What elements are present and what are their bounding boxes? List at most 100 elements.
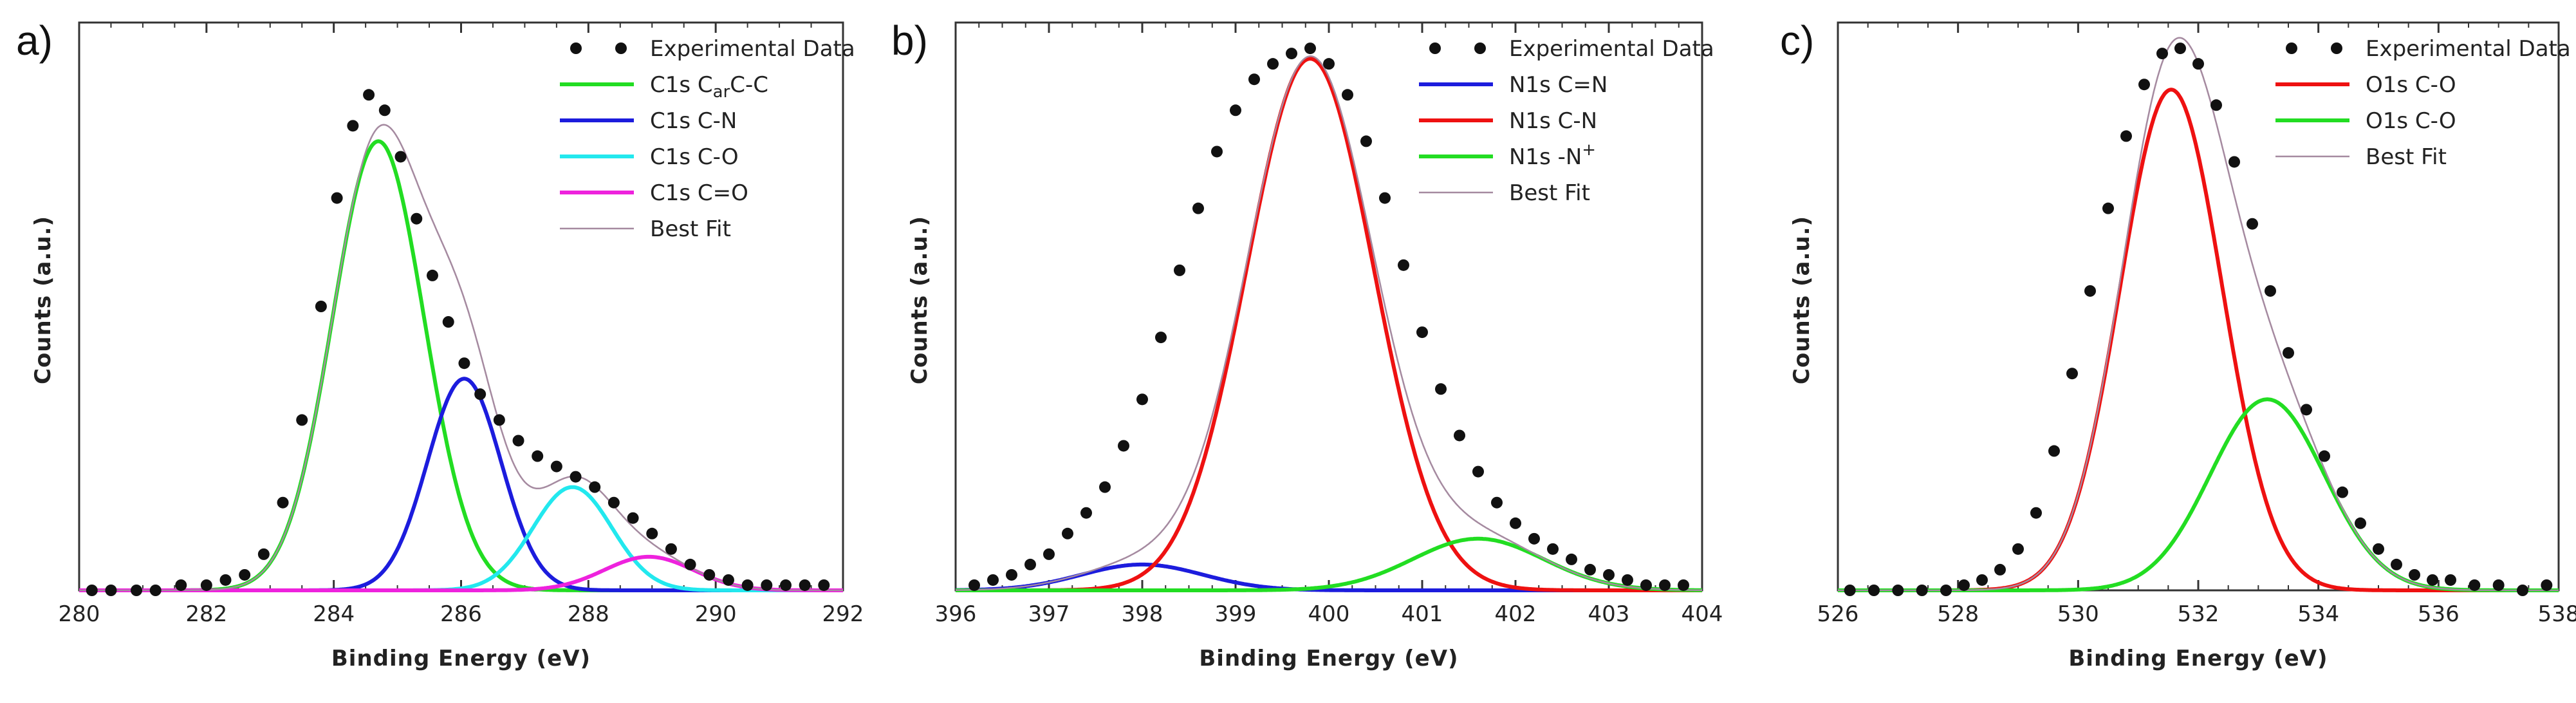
- legend-label: C1s CarC-C: [650, 72, 768, 102]
- legend-label: Experimental Data: [2366, 36, 2571, 62]
- data-point: [1547, 543, 1559, 555]
- data-point: [1155, 332, 1167, 344]
- data-point: [2229, 156, 2240, 168]
- legend-label: Best Fit: [1509, 180, 1590, 206]
- x-tick-label: 402: [1495, 601, 1537, 627]
- data-point: [1892, 585, 1904, 596]
- legend-label: N1s -N+: [1509, 140, 1596, 170]
- data-point: [1603, 568, 1615, 581]
- data-point: [1491, 496, 1503, 509]
- data-point: [2391, 558, 2402, 570]
- legend-marker-dot: [1429, 42, 1441, 54]
- data-point: [239, 568, 251, 581]
- data-point: [2427, 574, 2438, 586]
- data-point: [1454, 429, 1465, 442]
- data-point: [1379, 192, 1391, 204]
- best-fit-line: [956, 55, 1702, 592]
- data-point: [1868, 585, 1880, 596]
- x-tick-label: 403: [1588, 601, 1630, 627]
- data-point: [2541, 579, 2553, 591]
- data-point: [1678, 579, 1689, 591]
- legend-label: N1s C-N: [1509, 108, 1597, 134]
- data-point: [1958, 579, 1970, 591]
- data-point: [493, 414, 505, 426]
- data-point: [570, 471, 582, 483]
- data-point: [1398, 259, 1409, 271]
- data-point: [2210, 99, 2222, 111]
- legend-marker-dot: [2286, 42, 2297, 54]
- data-point: [550, 460, 562, 473]
- panel-letter: b): [891, 17, 928, 64]
- legend-label: C1s C-N: [650, 108, 737, 134]
- data-point: [296, 414, 308, 426]
- x-tick-label: 282: [185, 601, 227, 627]
- x-axis-label: Binding Energy (eV): [1199, 646, 1458, 671]
- data-point: [2337, 486, 2348, 498]
- legend-marker-dot: [615, 42, 627, 54]
- x-axis-label: Binding Energy (eV): [2068, 646, 2328, 671]
- x-tick-label: 399: [1215, 601, 1257, 627]
- x-tick-label: 400: [1308, 601, 1350, 627]
- legend-label: Experimental Data: [1509, 36, 1714, 62]
- legend-label: Best Fit: [650, 216, 731, 242]
- data-point: [2102, 202, 2114, 214]
- data-point: [2247, 218, 2258, 230]
- data-point: [2084, 285, 2096, 297]
- data-point: [1267, 58, 1279, 70]
- data-point: [987, 574, 999, 586]
- data-point: [1584, 563, 1596, 576]
- data-point: [1043, 548, 1055, 560]
- data-point: [2138, 79, 2150, 91]
- data-point: [512, 435, 524, 447]
- data-point: [2409, 568, 2420, 581]
- data-point: [2192, 58, 2204, 70]
- data-point: [2319, 450, 2330, 462]
- data-point: [799, 579, 811, 591]
- x-tick-label: 286: [440, 601, 482, 627]
- data-point: [1659, 579, 1671, 591]
- data-point: [2373, 543, 2384, 555]
- data-point: [1080, 507, 1092, 519]
- data-point: [818, 579, 830, 591]
- data-point: [149, 585, 162, 596]
- data-point: [1844, 585, 1856, 596]
- data-point: [2030, 507, 2042, 519]
- data-point: [2445, 574, 2456, 586]
- data-point: [646, 527, 658, 539]
- data-point: [1304, 42, 1316, 55]
- data-point: [1360, 135, 1372, 147]
- data-point: [175, 579, 187, 591]
- data-point: [703, 568, 716, 581]
- chart-panel-2: b) 396 397 398 399 400 401 402 403 404 Binding Ene…: [891, 17, 1723, 671]
- data-point: [347, 120, 359, 132]
- data-point: [131, 585, 143, 596]
- chart-panel-1: a) 280 282 284 286 288 290 292 Binding Energy (e…: [16, 17, 864, 671]
- x-tick-label: 398: [1122, 601, 1163, 627]
- data-point: [665, 543, 677, 555]
- legend-label: Experimental Data: [650, 36, 855, 62]
- data-point: [1024, 558, 1036, 570]
- data-point: [722, 574, 734, 586]
- data-point: [394, 151, 407, 163]
- data-point: [761, 579, 773, 591]
- fit-component-1-line: [1837, 88, 2560, 592]
- data-point: [589, 481, 601, 493]
- x-tick-label: 280: [59, 601, 100, 627]
- panel-letter: c): [1780, 17, 1814, 64]
- data-point: [1136, 393, 1148, 406]
- data-point: [1192, 202, 1204, 214]
- legend-label: Best Fit: [2366, 144, 2447, 170]
- data-point: [1640, 579, 1652, 591]
- data-point: [363, 89, 375, 101]
- data-point: [2066, 368, 2078, 380]
- data-point: [257, 548, 270, 560]
- data-point: [277, 496, 289, 509]
- x-tick-label: 290: [695, 601, 737, 627]
- x-tick-label: 404: [1682, 601, 1723, 627]
- data-point: [1286, 48, 1297, 60]
- data-point: [779, 579, 792, 591]
- data-point: [741, 579, 754, 591]
- data-point: [219, 574, 232, 586]
- x-tick-label: 538: [2538, 601, 2576, 627]
